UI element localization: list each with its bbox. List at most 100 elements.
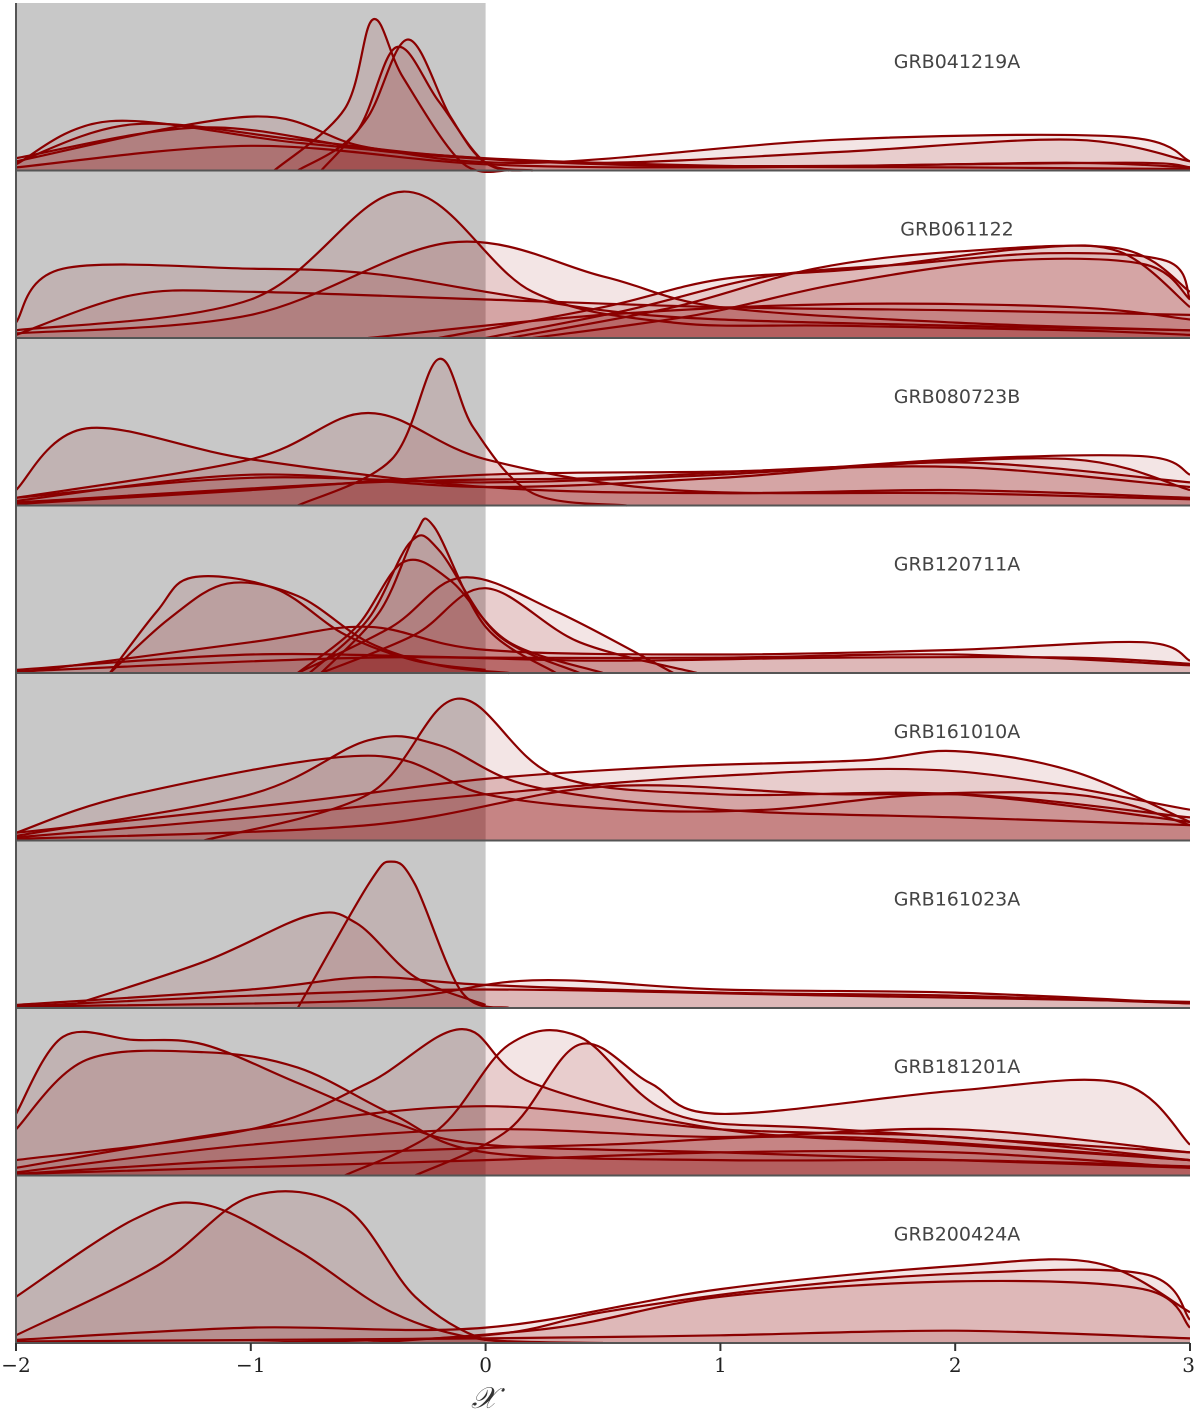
series-area — [16, 768, 1190, 841]
series-line — [16, 655, 1190, 673]
panel-GRB181201A — [16, 1028, 1190, 1177]
series-area — [297, 559, 603, 673]
series-area — [16, 736, 1190, 841]
series-line — [16, 749, 1190, 834]
panel-GRB120711A — [16, 517, 1190, 675]
series-area — [297, 577, 674, 673]
series-area — [16, 241, 1190, 338]
series-line — [368, 302, 1190, 340]
series-area — [16, 785, 1190, 841]
series-area — [321, 39, 533, 171]
panel-GRB161010A — [16, 697, 1190, 842]
series-line — [16, 1329, 1190, 1343]
curves-layer — [16, 18, 1190, 1343]
series-line — [16, 1149, 1190, 1176]
series-line — [16, 119, 1190, 171]
series-area — [16, 977, 1190, 1008]
series-area — [438, 245, 1190, 338]
series-line — [16, 454, 1190, 499]
panel-GRB061122 — [16, 190, 1190, 340]
panel-label: GRB061122 — [900, 219, 1014, 241]
series-line — [16, 240, 1190, 335]
series-area — [16, 657, 1190, 673]
series-line — [16, 289, 1190, 336]
series-area — [16, 466, 1190, 506]
series-line — [16, 144, 1190, 169]
series-line — [16, 457, 1190, 504]
x-tick-label: 2 — [949, 1353, 962, 1377]
series-line — [109, 581, 510, 675]
series-area — [109, 582, 510, 673]
series-line — [508, 244, 1190, 340]
series-line — [16, 1049, 1190, 1168]
series-area — [16, 626, 1190, 673]
series-area — [532, 258, 1190, 338]
panel-GRB080723B — [16, 357, 1190, 507]
x-axis: −2 −1 0 1 2 3 — [1, 1343, 1195, 1377]
curves-group — [16, 18, 1190, 1343]
series-area — [16, 1202, 603, 1343]
panel-label: GRB200424A — [894, 1224, 1021, 1246]
x-tick-label: 0 — [479, 1353, 492, 1377]
series-area — [16, 462, 1190, 506]
series-area — [321, 588, 697, 673]
series-line — [16, 426, 1190, 499]
series-line — [532, 257, 1190, 340]
panel-frames-layer — [15, 3, 1190, 1344]
series-area — [16, 116, 1190, 171]
series-area — [16, 1106, 1190, 1176]
series-line — [320, 38, 533, 172]
series-line — [16, 411, 1190, 501]
series-area — [203, 698, 1190, 841]
series-area — [297, 46, 533, 171]
series-area — [16, 191, 1190, 338]
series-line — [16, 735, 1190, 837]
series-area — [16, 458, 1190, 506]
panel-GRB041219A — [16, 18, 1190, 174]
series-area — [16, 264, 1190, 338]
series-area — [16, 750, 1190, 841]
panel-GRB161023A — [16, 860, 1190, 1010]
series-area — [297, 358, 627, 506]
series-line — [368, 1279, 1190, 1343]
series-area — [250, 1269, 1190, 1343]
panel-label: GRB080723B — [894, 386, 1021, 408]
series-area — [16, 123, 1190, 171]
panel-label: GRB181201A — [894, 1056, 1021, 1078]
series-area — [368, 1280, 1190, 1343]
series-line — [16, 115, 1190, 165]
x-tick-label: −2 — [1, 1353, 30, 1377]
series-line — [16, 625, 1190, 675]
panel-label: GRB161010A — [894, 721, 1021, 743]
series-line — [485, 251, 1190, 340]
series-area — [16, 1259, 1190, 1343]
series-line — [62, 911, 487, 1010]
panel-label: GRB120711A — [894, 554, 1021, 576]
series-area — [16, 1150, 1190, 1176]
series-line — [16, 767, 1190, 839]
series-line — [16, 978, 1190, 1008]
series-area — [274, 19, 510, 172]
series-line — [16, 988, 1190, 1008]
series-area — [485, 253, 1190, 338]
x-tick-label: −1 — [236, 1353, 265, 1377]
series-line — [273, 18, 510, 174]
series-line — [16, 1135, 1190, 1176]
series-line — [16, 461, 1190, 502]
series-line — [320, 517, 557, 674]
x-tick-label: 1 — [714, 1353, 727, 1377]
series-line — [16, 263, 1190, 332]
series-area — [415, 1043, 1190, 1176]
series-line — [16, 1105, 1190, 1169]
series-line — [297, 576, 674, 674]
panel-label: GRB041219A — [894, 51, 1021, 73]
series-area — [16, 980, 1190, 1008]
series-area — [297, 861, 510, 1008]
series-area — [16, 1191, 556, 1343]
series-area — [368, 303, 1190, 338]
panel-GRB200424A — [16, 1190, 1190, 1343]
series-area — [63, 912, 486, 1008]
series-line — [16, 465, 1190, 506]
series-line — [16, 1258, 1190, 1341]
